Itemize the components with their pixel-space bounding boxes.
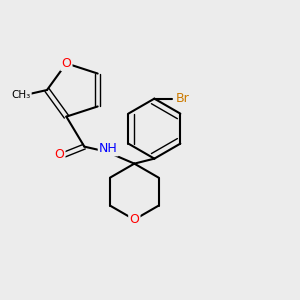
Text: CH₃: CH₃ <box>11 90 31 100</box>
Text: NH: NH <box>99 142 118 155</box>
Text: Br: Br <box>176 92 189 105</box>
Text: O: O <box>129 213 139 226</box>
Text: O: O <box>61 57 71 70</box>
Text: O: O <box>54 148 64 161</box>
